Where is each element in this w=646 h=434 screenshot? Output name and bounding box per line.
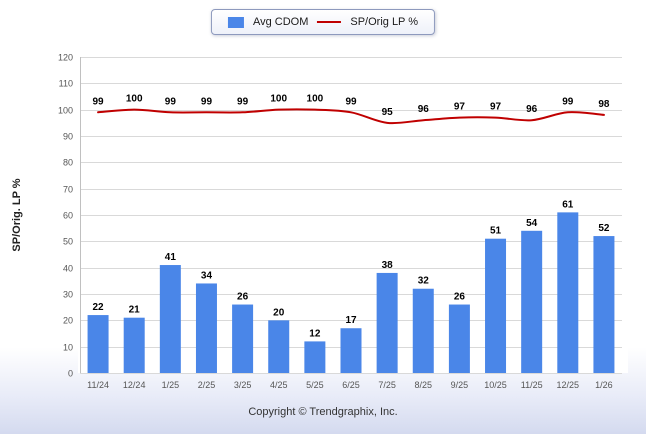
- line-value-label: 100: [126, 94, 143, 105]
- bar: [123, 317, 145, 373]
- bar-value-label: 17: [345, 315, 357, 326]
- bar-value-label: 38: [382, 260, 394, 271]
- x-tick-label: 9/25: [451, 380, 469, 390]
- legend-line-label: SP/Orig LP %: [350, 16, 419, 28]
- line-value-label: 95: [382, 107, 394, 118]
- x-tick-label: 8/25: [415, 380, 433, 390]
- x-tick-label: 1/25: [162, 380, 180, 390]
- y-tick-label: 0: [68, 369, 73, 379]
- x-tick-label: 1/26: [595, 380, 613, 390]
- bar: [232, 304, 254, 373]
- bar-value-label: 26: [454, 292, 466, 303]
- bar: [521, 230, 543, 373]
- bar-value-label: 32: [418, 276, 430, 287]
- bar-value-label: 34: [201, 270, 213, 281]
- bar-value-label: 20: [273, 307, 285, 318]
- bar: [159, 265, 181, 373]
- y-tick-label: 70: [63, 185, 73, 195]
- line-value-label: 99: [93, 96, 105, 107]
- y-tick-label: 100: [58, 106, 73, 116]
- bar-value-label: 54: [526, 218, 538, 229]
- legend-line-swatch-icon: [317, 21, 342, 23]
- x-tick-label: 5/25: [306, 380, 324, 390]
- bar: [340, 328, 362, 373]
- x-tick-label: 12/24: [123, 380, 146, 390]
- legend-bar-swatch-icon: [227, 16, 244, 28]
- bar-value-label: 26: [237, 292, 249, 303]
- line-value-label: 96: [418, 104, 430, 115]
- bar-value-label: 51: [490, 226, 502, 237]
- y-tick-label: 50: [63, 237, 73, 247]
- line-value-label: 97: [490, 102, 502, 113]
- bar-value-label: 52: [598, 223, 610, 234]
- line-value-label: 96: [526, 104, 538, 115]
- bar: [268, 320, 290, 373]
- y-tick-label: 80: [63, 158, 73, 168]
- y-tick-label: 10: [63, 343, 73, 353]
- y-tick-label: 40: [63, 264, 73, 274]
- y-tick-label: 90: [63, 132, 73, 142]
- line-value-label: 99: [345, 96, 357, 107]
- line-value-label: 99: [237, 96, 249, 107]
- bar-value-label: 61: [562, 199, 574, 210]
- bar: [557, 212, 579, 373]
- copyright-text: Copyright © Trendgraphix, Inc.: [248, 406, 398, 418]
- x-tick-label: 6/25: [342, 380, 360, 390]
- x-tick-label: 2/25: [198, 380, 216, 390]
- line-value-label: 99: [165, 96, 177, 107]
- x-tick-label: 7/25: [378, 380, 396, 390]
- trend-line: [97, 108, 605, 125]
- legend: Avg CDOM SP/Orig LP %: [210, 9, 436, 35]
- line-value-label: 98: [598, 99, 610, 110]
- bar: [448, 304, 470, 373]
- y-tick-label: 120: [58, 53, 73, 63]
- line-value-label: 97: [454, 102, 466, 113]
- bar-value-label: 21: [129, 305, 141, 316]
- bar-value-label: 12: [309, 328, 321, 339]
- y-tick-label: 20: [63, 316, 73, 326]
- x-tick-label: 12/25: [557, 380, 580, 390]
- bar: [304, 341, 326, 373]
- y-axis-title: SP/Orig. LP %: [11, 178, 23, 252]
- line-value-label: 99: [201, 96, 213, 107]
- bar: [412, 288, 434, 373]
- line-value-label: 99: [562, 96, 574, 107]
- bar: [87, 315, 109, 373]
- y-tick-label: 30: [63, 290, 73, 300]
- line-value-label: 100: [270, 94, 287, 105]
- y-tick-label: 60: [63, 211, 73, 221]
- x-tick-label: 11/24: [87, 380, 109, 390]
- x-tick-label: 3/25: [234, 380, 252, 390]
- legend-bar-label: Avg CDOM: [252, 16, 309, 28]
- bar: [593, 236, 615, 373]
- x-tick-label: 10/25: [484, 380, 507, 390]
- bar: [195, 283, 217, 373]
- line-value-label: 100: [307, 94, 324, 105]
- x-tick-label: 4/25: [270, 380, 288, 390]
- bar-value-label: 22: [93, 302, 105, 313]
- y-tick-label: 110: [59, 79, 73, 89]
- bar: [376, 272, 398, 373]
- bar: [485, 238, 507, 373]
- bar-value-label: 41: [165, 252, 177, 263]
- x-tick-label: 11/25: [521, 380, 543, 390]
